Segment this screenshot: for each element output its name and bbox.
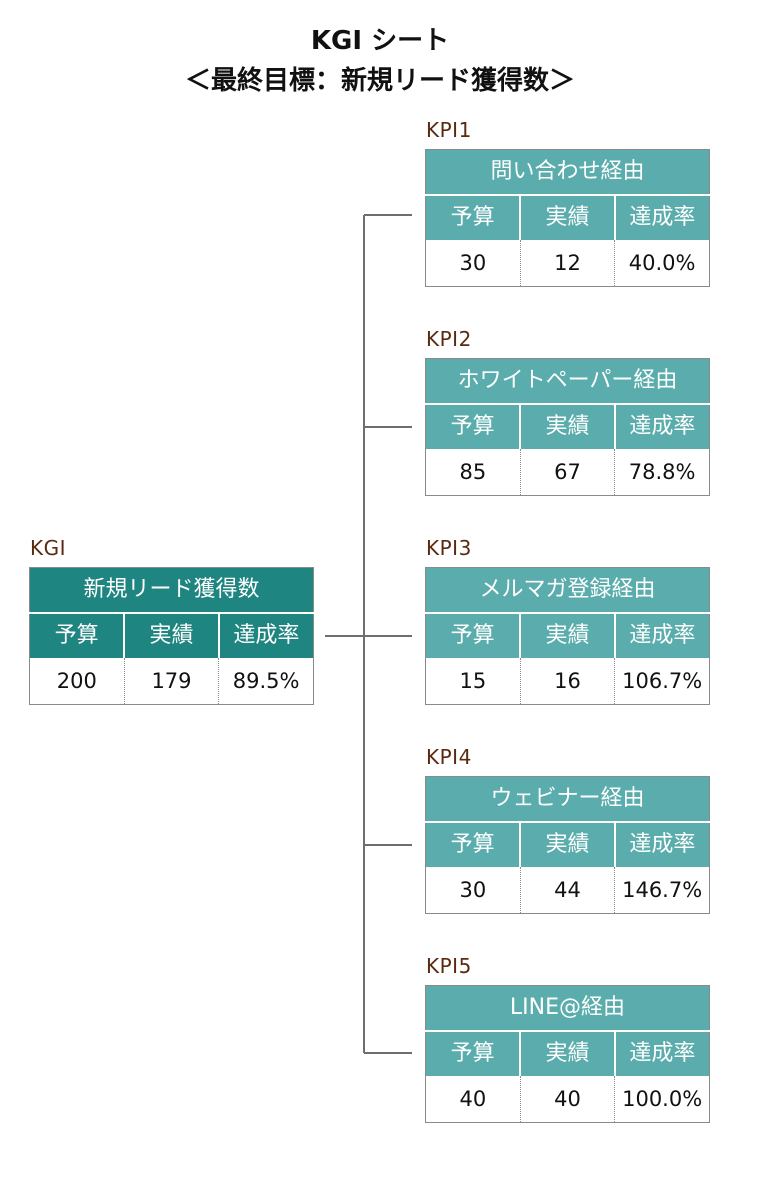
kpi4-table: ウェビナー経由 予算 実績 達成率 30 44 146.7% <box>425 776 710 914</box>
kpi5-budget: 40 <box>425 1076 521 1123</box>
kpi4-col-budget: 予算 <box>425 822 522 867</box>
kpi3-table: メルマガ登録経由 予算 実績 達成率 15 16 106.7% <box>425 567 710 705</box>
kgi-name: 新規リード獲得数 <box>29 567 314 614</box>
kgi-label: KGI <box>30 536 67 560</box>
kgi-table: 新規リード獲得数 予算 実績 達成率 200 179 89.5% <box>29 567 314 705</box>
kpi1-name: 問い合わせ経由 <box>425 149 710 196</box>
kpi5-rate: 100.0% <box>614 1076 710 1123</box>
kpi3-budget: 15 <box>425 658 521 705</box>
kpi1-col-rate: 達成率 <box>614 195 710 240</box>
kpi4-name: ウェビナー経由 <box>425 776 710 823</box>
kpi5-actual: 40 <box>520 1076 616 1123</box>
kpi2-rate: 78.8% <box>614 449 710 496</box>
kpi5-col-rate: 達成率 <box>614 1031 710 1076</box>
kpi2-col-rate: 達成率 <box>614 404 710 449</box>
kgi-rate: 89.5% <box>218 658 314 705</box>
kpi2-col-actual: 実績 <box>520 404 616 449</box>
kpi4-rate: 146.7% <box>614 867 710 914</box>
kpi4-col-actual: 実績 <box>520 822 616 867</box>
kgi-col-actual: 実績 <box>124 613 220 658</box>
kpi1-col-budget: 予算 <box>425 195 522 240</box>
kpi3-rate: 106.7% <box>614 658 710 705</box>
kpi1-table: 問い合わせ経由 予算 実績 達成率 30 12 40.0% <box>425 149 710 287</box>
kpi3-col-budget: 予算 <box>425 613 522 658</box>
kpi5-col-actual: 実績 <box>520 1031 616 1076</box>
kpi4-budget: 30 <box>425 867 521 914</box>
kpi1-rate: 40.0% <box>614 240 710 287</box>
kpi5-col-budget: 予算 <box>425 1031 522 1076</box>
kpi4-actual: 44 <box>520 867 616 914</box>
kpi1-budget: 30 <box>425 240 521 287</box>
kpi3-actual: 16 <box>520 658 616 705</box>
kgi-col-rate: 達成率 <box>218 613 314 658</box>
kpi4-col-rate: 達成率 <box>614 822 710 867</box>
kpi5-table: LINE@経由 予算 実績 達成率 40 40 100.0% <box>425 985 710 1123</box>
kpi2-label: KPI2 <box>426 327 472 351</box>
kpi1-actual: 12 <box>520 240 616 287</box>
kpi1-col-actual: 実績 <box>520 195 616 240</box>
kpi3-name: メルマガ登録経由 <box>425 567 710 614</box>
sheet-title: KGI シート <box>310 26 450 56</box>
kgi-col-budget: 予算 <box>29 613 126 658</box>
kpi2-col-budget: 予算 <box>425 404 522 449</box>
kpi1-label: KPI1 <box>426 118 472 142</box>
kpi2-budget: 85 <box>425 449 521 496</box>
kpi3-col-rate: 達成率 <box>614 613 710 658</box>
kpi4-label: KPI4 <box>426 745 472 769</box>
sheet-subtitle: ＜最終目標：新規リード獲得数＞ <box>184 66 575 96</box>
kpi2-table: ホワイトペーパー経由 予算 実績 達成率 85 67 78.8% <box>425 358 710 496</box>
kgi-actual: 179 <box>124 658 220 705</box>
kpi5-name: LINE@経由 <box>425 985 710 1032</box>
kpi3-col-actual: 実績 <box>520 613 616 658</box>
kpi5-label: KPI5 <box>426 954 472 978</box>
kgi-budget: 200 <box>29 658 125 705</box>
kpi2-actual: 67 <box>520 449 616 496</box>
kpi2-name: ホワイトペーパー経由 <box>425 358 710 405</box>
kpi3-label: KPI3 <box>426 536 472 560</box>
